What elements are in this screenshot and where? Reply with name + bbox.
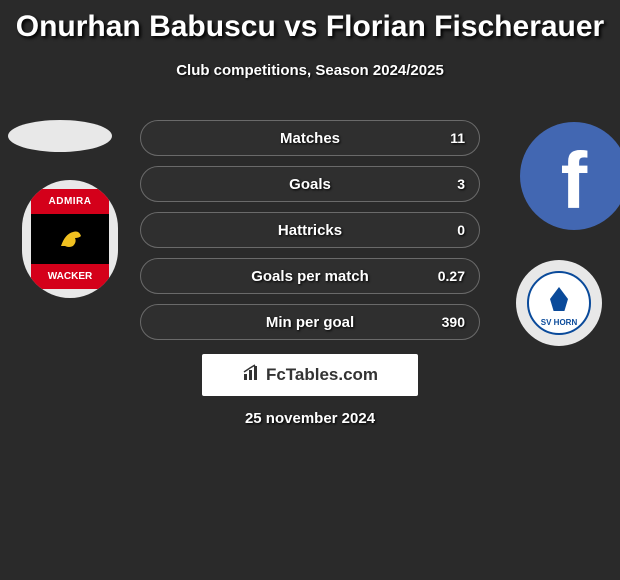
- horn-icon: [550, 287, 568, 311]
- club-badge-left-middle: [31, 214, 109, 264]
- stat-row-goals: Goals 3: [140, 166, 480, 202]
- club-badge-right: SV HORN: [516, 260, 602, 346]
- griffin-icon: [55, 224, 85, 254]
- brand-text: FcTables.com: [266, 365, 378, 385]
- club-badge-left-bottom-text: WACKER: [31, 264, 109, 289]
- stat-row-min-per-goal: Min per goal 390: [140, 304, 480, 340]
- stat-label: Goals: [289, 176, 331, 193]
- facebook-badge[interactable]: f: [520, 122, 620, 230]
- club-badge-left: ADMIRA WACKER: [22, 180, 118, 298]
- bar-chart-icon: [242, 364, 262, 387]
- stats-container: Matches 11 Goals 3 Hattricks 0 Goals per…: [140, 120, 480, 350]
- stat-value-right: 390: [442, 314, 465, 330]
- stat-row-matches: Matches 11: [140, 120, 480, 156]
- stat-label: Min per goal: [266, 314, 354, 331]
- stat-value-right: 0: [457, 222, 465, 238]
- facebook-icon: f: [561, 135, 588, 227]
- brand-attribution[interactable]: FcTables.com: [202, 354, 418, 396]
- stat-label: Goals per match: [251, 268, 369, 285]
- club-badge-left-shield: ADMIRA WACKER: [31, 189, 109, 289]
- stat-value-right: 0.27: [438, 268, 465, 284]
- stat-row-hattricks: Hattricks 0: [140, 212, 480, 248]
- stat-value-right: 3: [457, 176, 465, 192]
- player-avatar-left: [8, 120, 112, 152]
- stat-row-goals-per-match: Goals per match 0.27: [140, 258, 480, 294]
- stat-label: Hattricks: [278, 222, 342, 239]
- page-subtitle: Club competitions, Season 2024/2025: [0, 62, 620, 79]
- date-caption: 25 november 2024: [0, 410, 620, 427]
- page-title: Onurhan Babuscu vs Florian Fischerauer: [0, 0, 620, 44]
- club-badge-left-top-text: ADMIRA: [31, 189, 109, 214]
- club-badge-right-text: SV HORN: [541, 318, 577, 327]
- club-badge-right-inner: SV HORN: [527, 271, 591, 335]
- stat-value-right: 11: [450, 130, 465, 146]
- stat-label: Matches: [280, 130, 340, 147]
